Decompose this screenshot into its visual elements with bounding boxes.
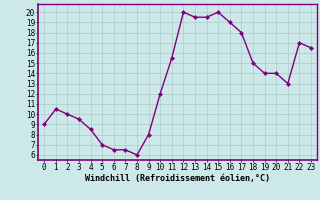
- X-axis label: Windchill (Refroidissement éolien,°C): Windchill (Refroidissement éolien,°C): [85, 174, 270, 183]
